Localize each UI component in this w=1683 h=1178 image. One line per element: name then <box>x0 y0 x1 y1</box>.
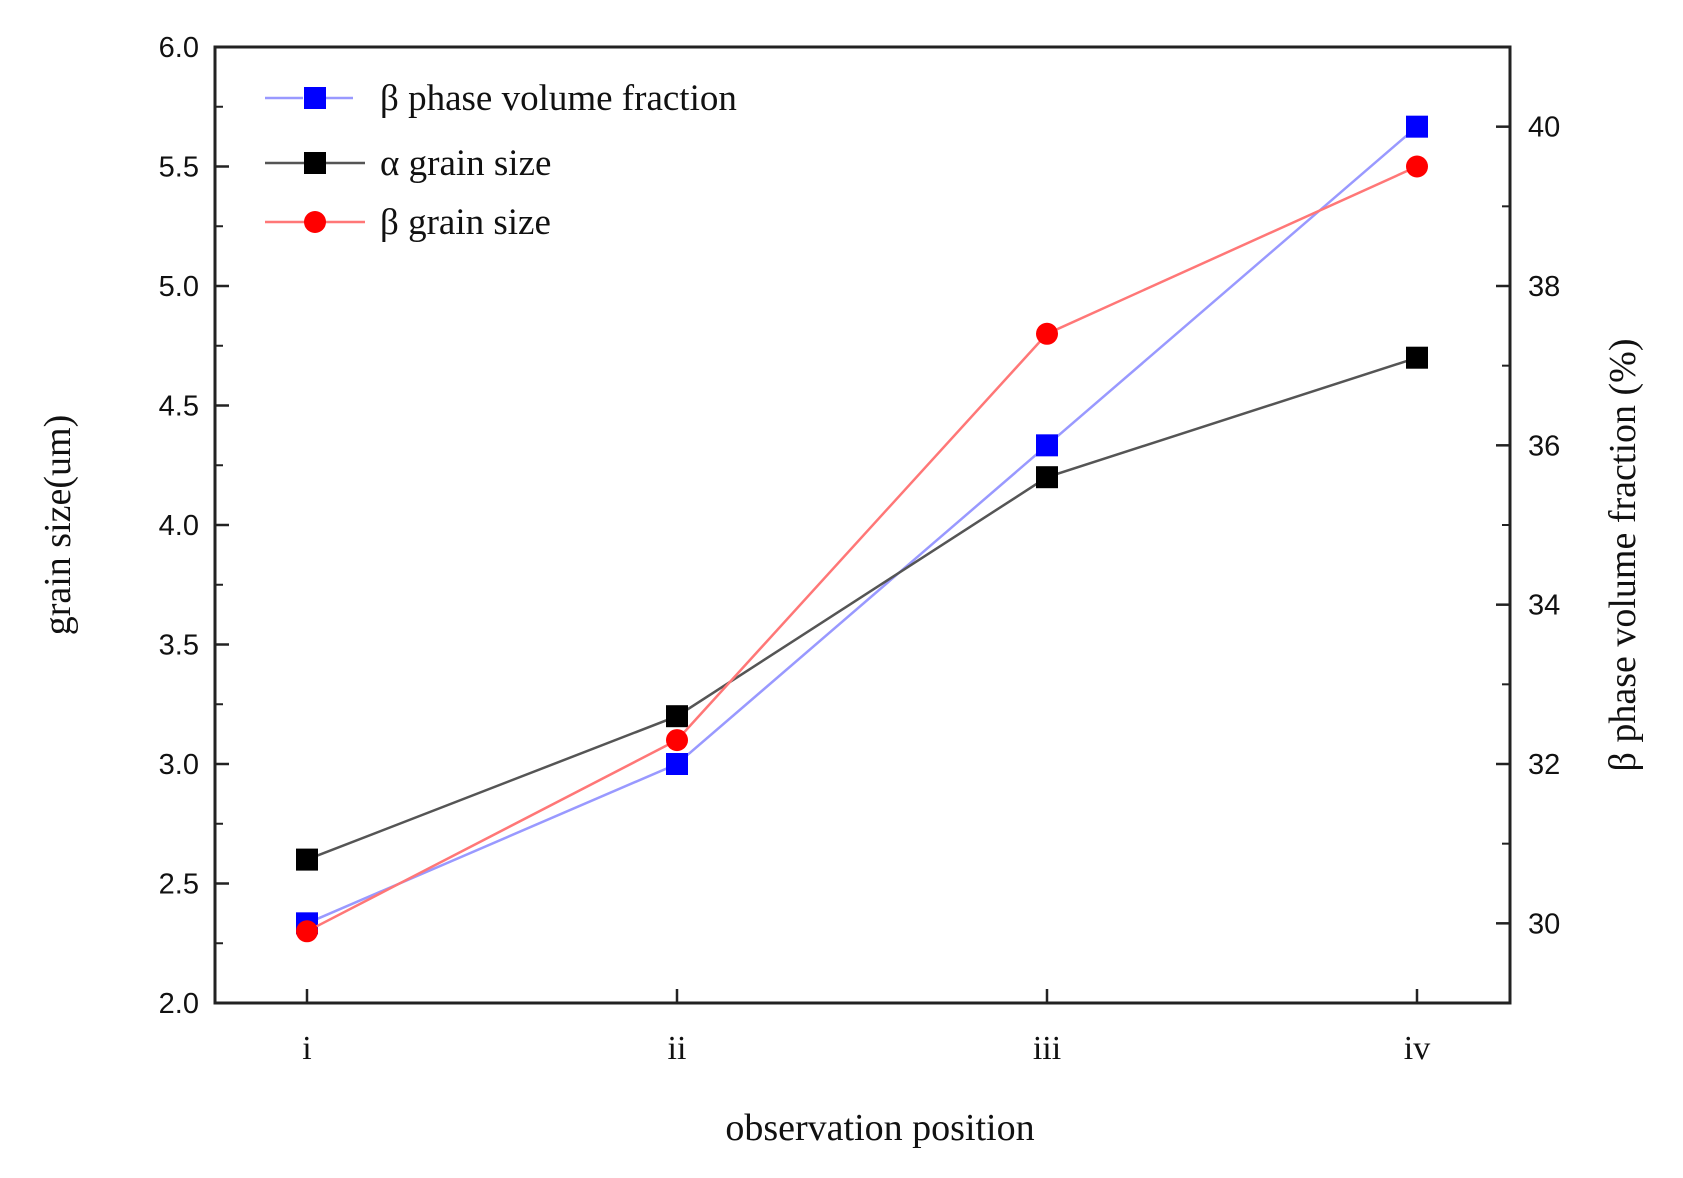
y2-tick-label: 40 <box>1528 112 1560 144</box>
y-axis-title: grain size(um) <box>37 415 79 636</box>
x-tick-label: ii <box>668 1030 687 1067</box>
legend-label: β phase volume fraction <box>380 78 737 119</box>
y-tick-label: 5.5 <box>159 152 199 184</box>
right-axis: 30 32 34 36 38 40 <box>1496 46 1560 1004</box>
x-tick-label: iv <box>1404 1030 1430 1067</box>
y-tick-label: 6.0 <box>159 32 199 64</box>
data-point <box>1036 466 1058 489</box>
legend-marker <box>304 87 326 109</box>
y2-tick-label: 38 <box>1528 271 1560 303</box>
plot-frame <box>213 45 1512 1005</box>
legend: β phase volume fraction α grain size β gra… <box>265 78 737 243</box>
data-point <box>296 848 318 871</box>
y2-axis-title: β phase volume fraction (%) <box>1602 339 1644 772</box>
series-layer <box>296 115 1428 943</box>
y-tick-label: 4.0 <box>159 510 199 542</box>
left-axis: 2.0 2.5 3.0 3.5 4.0 4.5 5.0 5.5 6.0 <box>159 32 229 1020</box>
data-point <box>1036 434 1058 457</box>
y-tick-label: 3.5 <box>159 630 199 662</box>
legend-label: β grain size <box>380 202 551 243</box>
series-line <box>306 356 1418 861</box>
y-tick-label: 4.5 <box>159 391 199 423</box>
y2-tick-label: 30 <box>1528 908 1560 940</box>
series-line <box>306 165 1418 933</box>
y-tick-label: 2.5 <box>159 869 199 901</box>
legend-marker <box>304 152 326 174</box>
legend-label: α grain size <box>380 143 551 184</box>
legend-marker <box>304 211 326 233</box>
y2-tick-label: 34 <box>1528 590 1560 622</box>
series--grain-size <box>296 155 1428 943</box>
x-tick-label: iii <box>1033 1030 1061 1067</box>
plot-area <box>213 45 1512 1005</box>
y2-tick-label: 36 <box>1528 430 1560 462</box>
y-tick-label: 5.0 <box>159 271 199 303</box>
data-point <box>296 920 318 943</box>
data-point <box>1036 322 1058 345</box>
data-point <box>1406 115 1428 138</box>
series--grain-size <box>296 346 1428 871</box>
series-line <box>306 125 1418 925</box>
x-axis-title: observation position <box>725 1107 1034 1149</box>
y-tick-label: 3.0 <box>159 749 199 781</box>
x-axis: i ii iii iv <box>302 989 1430 1067</box>
data-point <box>1406 346 1428 369</box>
data-point <box>666 705 688 728</box>
y-tick-label: 2.0 <box>159 988 199 1020</box>
data-point <box>666 729 688 752</box>
data-point <box>1406 155 1428 178</box>
y2-tick-label: 32 <box>1528 749 1560 781</box>
data-point <box>666 753 688 775</box>
x-tick-label: i <box>302 1030 311 1067</box>
